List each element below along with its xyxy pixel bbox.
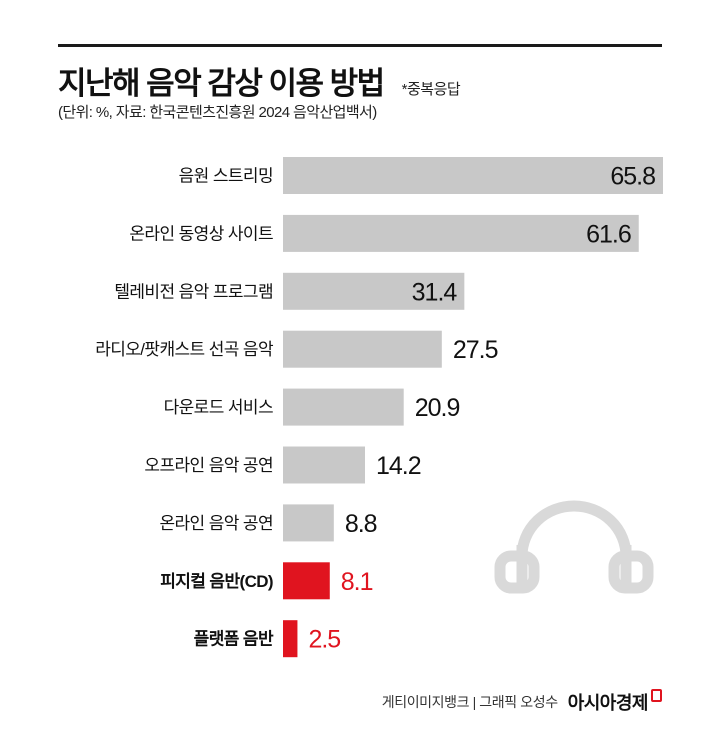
- bar-1: [283, 214, 639, 252]
- bar-2: [283, 272, 465, 310]
- value-label-0: 65.8: [610, 163, 655, 191]
- category-label-1: 온라인 동영상 사이트: [129, 224, 273, 243]
- value-label-5: 14.2: [376, 452, 421, 480]
- bar-0: [283, 157, 663, 194]
- bar-6: [283, 504, 334, 542]
- chart-subtitle: (단위: %, 자료: 한국콘텐츠진흥원 2024 음악산업백서): [58, 104, 377, 121]
- value-label-1: 61.6: [586, 220, 631, 248]
- bar-3: [283, 330, 442, 368]
- bars-group: 음원 스트리밍 65.8 온라인 동영상 사이트 61.6 텔레비전 음악 프로그램 31…: [95, 157, 663, 658]
- bar-5: [283, 446, 366, 484]
- top-rule: [58, 44, 662, 47]
- category-label-5: 오프라인 음악 공연: [144, 456, 273, 475]
- headphones-icon: [494, 500, 654, 594]
- category-label-8: 플랫폼 음반: [194, 630, 274, 649]
- chart-title: 지난해 음악 감상 이용 방법: [58, 66, 385, 101]
- category-label-7: 피지컬 음반(CD): [160, 572, 273, 591]
- brand-mark-icon: [651, 688, 662, 702]
- bar-4: [283, 388, 404, 426]
- bar-8: [283, 620, 298, 658]
- value-label-3: 27.5: [453, 336, 498, 364]
- title-row: 지난해 음악 감상 이용 방법 *중복응답: [58, 58, 461, 103]
- category-label-6: 온라인 음악 공연: [159, 514, 273, 533]
- value-label-2: 31.4: [412, 278, 458, 306]
- category-label-4: 다운로드 서비스: [164, 398, 273, 417]
- brand-logo: 아시아경제: [567, 693, 649, 713]
- value-label-8: 2.5: [308, 626, 340, 654]
- bar-7: [283, 562, 330, 600]
- value-label-7: 8.1: [341, 568, 373, 596]
- value-label-6: 8.8: [345, 510, 377, 538]
- multiple-response-note: *중복응답: [401, 81, 461, 98]
- category-label-0: 음원 스트리밍: [179, 167, 273, 186]
- category-label-3: 라디오/팟캐스트 선곡 음악: [95, 340, 274, 359]
- image-credit: 게티이미지뱅크 | 그래픽 오성수: [381, 694, 558, 710]
- footer: 게티이미지뱅크 | 그래픽 오성수 아시아경제: [381, 688, 662, 715]
- value-label-4: 20.9: [415, 394, 460, 422]
- category-label-2: 텔레비전 음악 프로그램: [114, 282, 273, 301]
